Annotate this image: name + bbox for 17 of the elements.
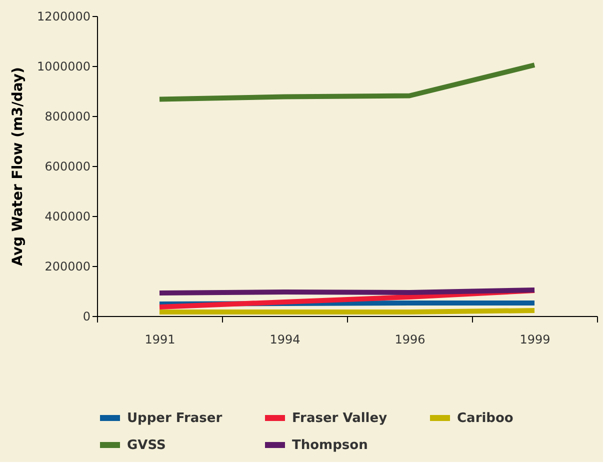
x-tick-label: 1999 [520,332,550,346]
x-tick-label: 1994 [270,332,300,346]
y-tick-label: 200000 [44,260,90,274]
x-tick-label: 1991 [144,332,176,346]
y-tick-label: 0 [82,310,90,324]
y-tick-label: 400000 [44,210,90,224]
legend-label: Fraser Valley [292,411,388,426]
y-tick-label: 800000 [44,110,90,124]
y-tick-label: 600000 [44,160,90,174]
legend-label: Cariboo [457,411,514,426]
legend-label: GVSS [127,438,166,453]
legend-label: Upper Fraser [127,411,223,426]
legend-label: Thompson [292,438,368,453]
x-tick-label: 1996 [394,332,426,346]
y-tick-label: 1200000 [37,10,90,24]
y-tick-label: 1000000 [37,60,90,74]
y-axis-title: Avg Water Flow (m3/day) [10,67,26,266]
